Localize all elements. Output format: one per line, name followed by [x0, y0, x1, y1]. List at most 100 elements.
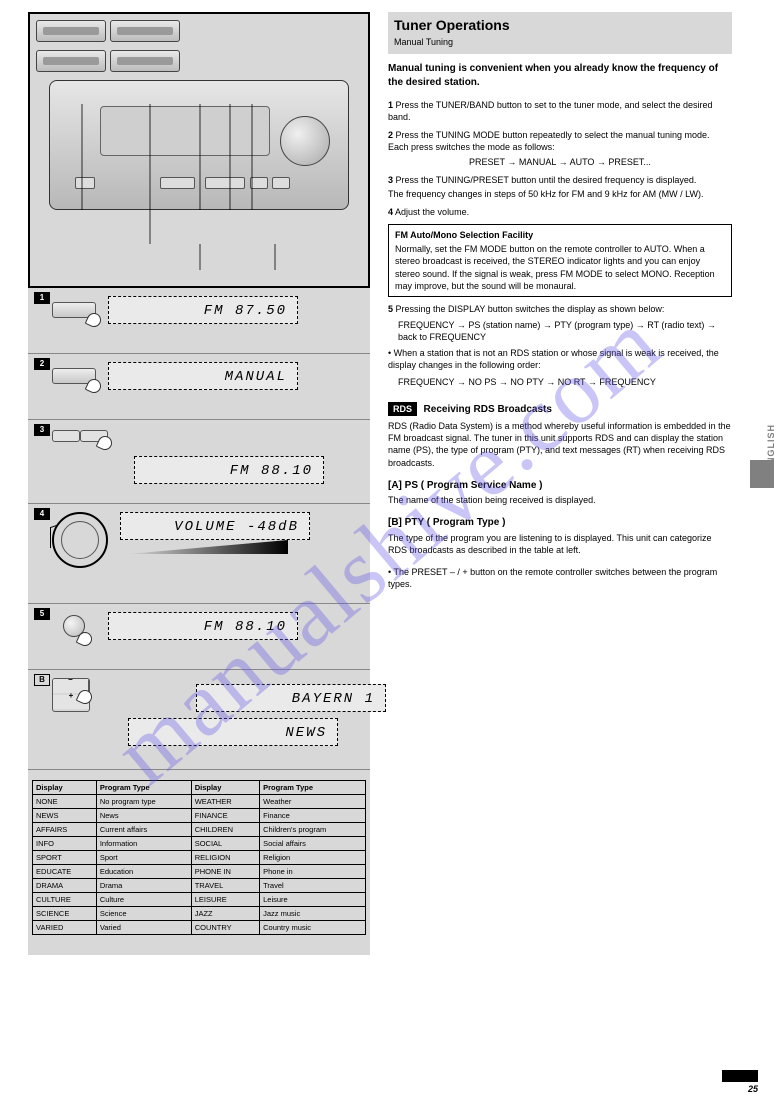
lcd-display: VOLUME -48dB: [120, 512, 310, 540]
box-title: FM Auto/Mono Selection Facility: [395, 229, 725, 241]
pty-cell: Jazz music: [260, 907, 366, 921]
lcd-display: BAYERN 1: [196, 684, 386, 712]
step-text: Press the TUNER/BAND button to set to th…: [388, 100, 713, 122]
step-text: Pressing the DISPLAY button switches the…: [396, 304, 665, 314]
step-number-text: 5: [388, 304, 393, 314]
device-diagram: [28, 12, 370, 288]
main-device-illustration: [49, 80, 349, 210]
pty-cell: Education: [96, 865, 191, 879]
step-b-row: B –+ BAYERN 1 NEWS: [28, 670, 370, 770]
button-icon: [52, 302, 96, 318]
pty-cell: Drama: [96, 879, 191, 893]
pty-cell: No program type: [96, 795, 191, 809]
pty-cell: Weather: [260, 795, 366, 809]
volume-knob-icon: [52, 512, 108, 568]
rds-item-body: The type of the program you are listenin…: [388, 532, 732, 556]
pty-cell: Social affairs: [260, 837, 366, 851]
pty-cell: INFO: [33, 837, 97, 851]
step-number: 4: [34, 508, 50, 520]
mini-device-icon: [36, 20, 106, 42]
step-2-row: 2 MANUAL: [28, 354, 370, 420]
pty-cell: CHILDREN: [191, 823, 259, 837]
pty-cell: Finance: [260, 809, 366, 823]
intro-text: Manual tuning is convenient when you alr…: [388, 62, 732, 89]
step-text: Press the TUNING/PRESET button until the…: [396, 175, 697, 185]
section-banner: Tuner Operations Manual Tuning: [388, 12, 732, 54]
rds-item-body: The name of the station being received i…: [388, 494, 732, 506]
pty-cell: Travel: [260, 879, 366, 893]
step-number: 2: [34, 358, 50, 370]
pty-cell: Leisure: [260, 893, 366, 907]
pty-cell: WEATHER: [191, 795, 259, 809]
step-number: B: [34, 674, 50, 686]
mode-sequence: PRESET → MANUAL → AUTO → PRESET...: [388, 156, 732, 168]
pty-cell: CULTURE: [33, 893, 97, 907]
volume-knob-icon: [280, 116, 330, 166]
mini-device-icon: [36, 50, 106, 72]
step-number-text: 2: [388, 130, 393, 140]
pty-cell: LEISURE: [191, 893, 259, 907]
box-body: Normally, set the FM MODE button on the …: [395, 243, 725, 292]
pty-cell: NONE: [33, 795, 97, 809]
volume-wedge-icon: [128, 540, 288, 554]
lcd-display: MANUAL: [108, 362, 298, 390]
pty-header: Display: [33, 781, 97, 795]
rds-badge: RDS: [388, 402, 417, 416]
pty-cell: DRAMA: [33, 879, 97, 893]
pty-cell: RELIGION: [191, 851, 259, 865]
step-1-row: 1 FM 87.50: [28, 288, 370, 354]
rds-item-head: [A] PS ( Program Service Name ): [388, 479, 732, 493]
step-3-row: 3 FM 88.10: [28, 420, 370, 504]
step-number-text: 3: [388, 175, 393, 185]
mini-device-icon: [110, 20, 180, 42]
pty-cell: Children's program: [260, 823, 366, 837]
pty-cell: VARIED: [33, 921, 97, 935]
display-button-icon: [63, 615, 85, 637]
pty-cell: News: [96, 809, 191, 823]
pty-cell: Science: [96, 907, 191, 921]
pty-cell: Current affairs: [96, 823, 191, 837]
pty-cell: FINANCE: [191, 809, 259, 823]
fm-mode-box: FM Auto/Mono Selection Facility Normally…: [388, 224, 732, 297]
pty-table: Display Program Type Display Program Typ…: [32, 780, 366, 935]
lcd-display: FM 87.50: [108, 296, 298, 324]
lcd-display: FM 88.10: [108, 612, 298, 640]
display-sequence: FREQUENCY → PS (station name) → PTY (pro…: [398, 319, 732, 343]
step-note: • When a station that is not an RDS stat…: [388, 347, 732, 371]
step-number: 1: [34, 292, 50, 304]
pty-cell: Culture: [96, 893, 191, 907]
rds-body: RDS (Radio Data System) is a method wher…: [388, 420, 732, 469]
section-subtitle: Manual Tuning: [394, 36, 726, 48]
step-5-row: 5 FM 88.10: [28, 604, 370, 670]
tuning-button-icon: [52, 430, 112, 450]
right-column: Tuner Operations Manual Tuning Manual tu…: [388, 12, 732, 600]
pty-cell: AFFAIRS: [33, 823, 97, 837]
section-title: Tuner Operations: [394, 16, 726, 35]
pty-cell: PHONE IN: [191, 865, 259, 879]
step-text: Press the TUNING MODE button repeatedly …: [388, 130, 710, 152]
step-number-text: 4: [388, 207, 393, 217]
page-corner-mark: [722, 1070, 758, 1082]
pty-cell: Religion: [260, 851, 366, 865]
pty-cell: SOCIAL: [191, 837, 259, 851]
pty-header: Program Type: [96, 781, 191, 795]
step-number: 5: [34, 608, 50, 620]
step-4-row: 4 VOLUME -48dB: [28, 504, 370, 604]
mini-device-icon: [110, 50, 180, 72]
page-number: 25: [748, 1084, 758, 1094]
rds-note: • The PRESET – / + button on the remote …: [388, 566, 732, 590]
pty-cell: SPORT: [33, 851, 97, 865]
pty-cell: EDUCATE: [33, 865, 97, 879]
pty-header: Display: [191, 781, 259, 795]
pty-cell: Varied: [96, 921, 191, 935]
pty-cell: NEWS: [33, 809, 97, 823]
left-column: 1 FM 87.50 2 MANUAL 3 FM 88.10 4 V: [28, 12, 370, 955]
pty-cell: JAZZ: [191, 907, 259, 921]
pty-table-section: Display Program Type Display Program Typ…: [28, 770, 370, 955]
step-text: Adjust the volume.: [395, 207, 469, 217]
language-label: ENGLISH: [766, 424, 774, 471]
pty-cell: Country music: [260, 921, 366, 935]
button-icon: [52, 368, 96, 384]
pty-cell: COUNTRY: [191, 921, 259, 935]
pty-cell: Sport: [96, 851, 191, 865]
